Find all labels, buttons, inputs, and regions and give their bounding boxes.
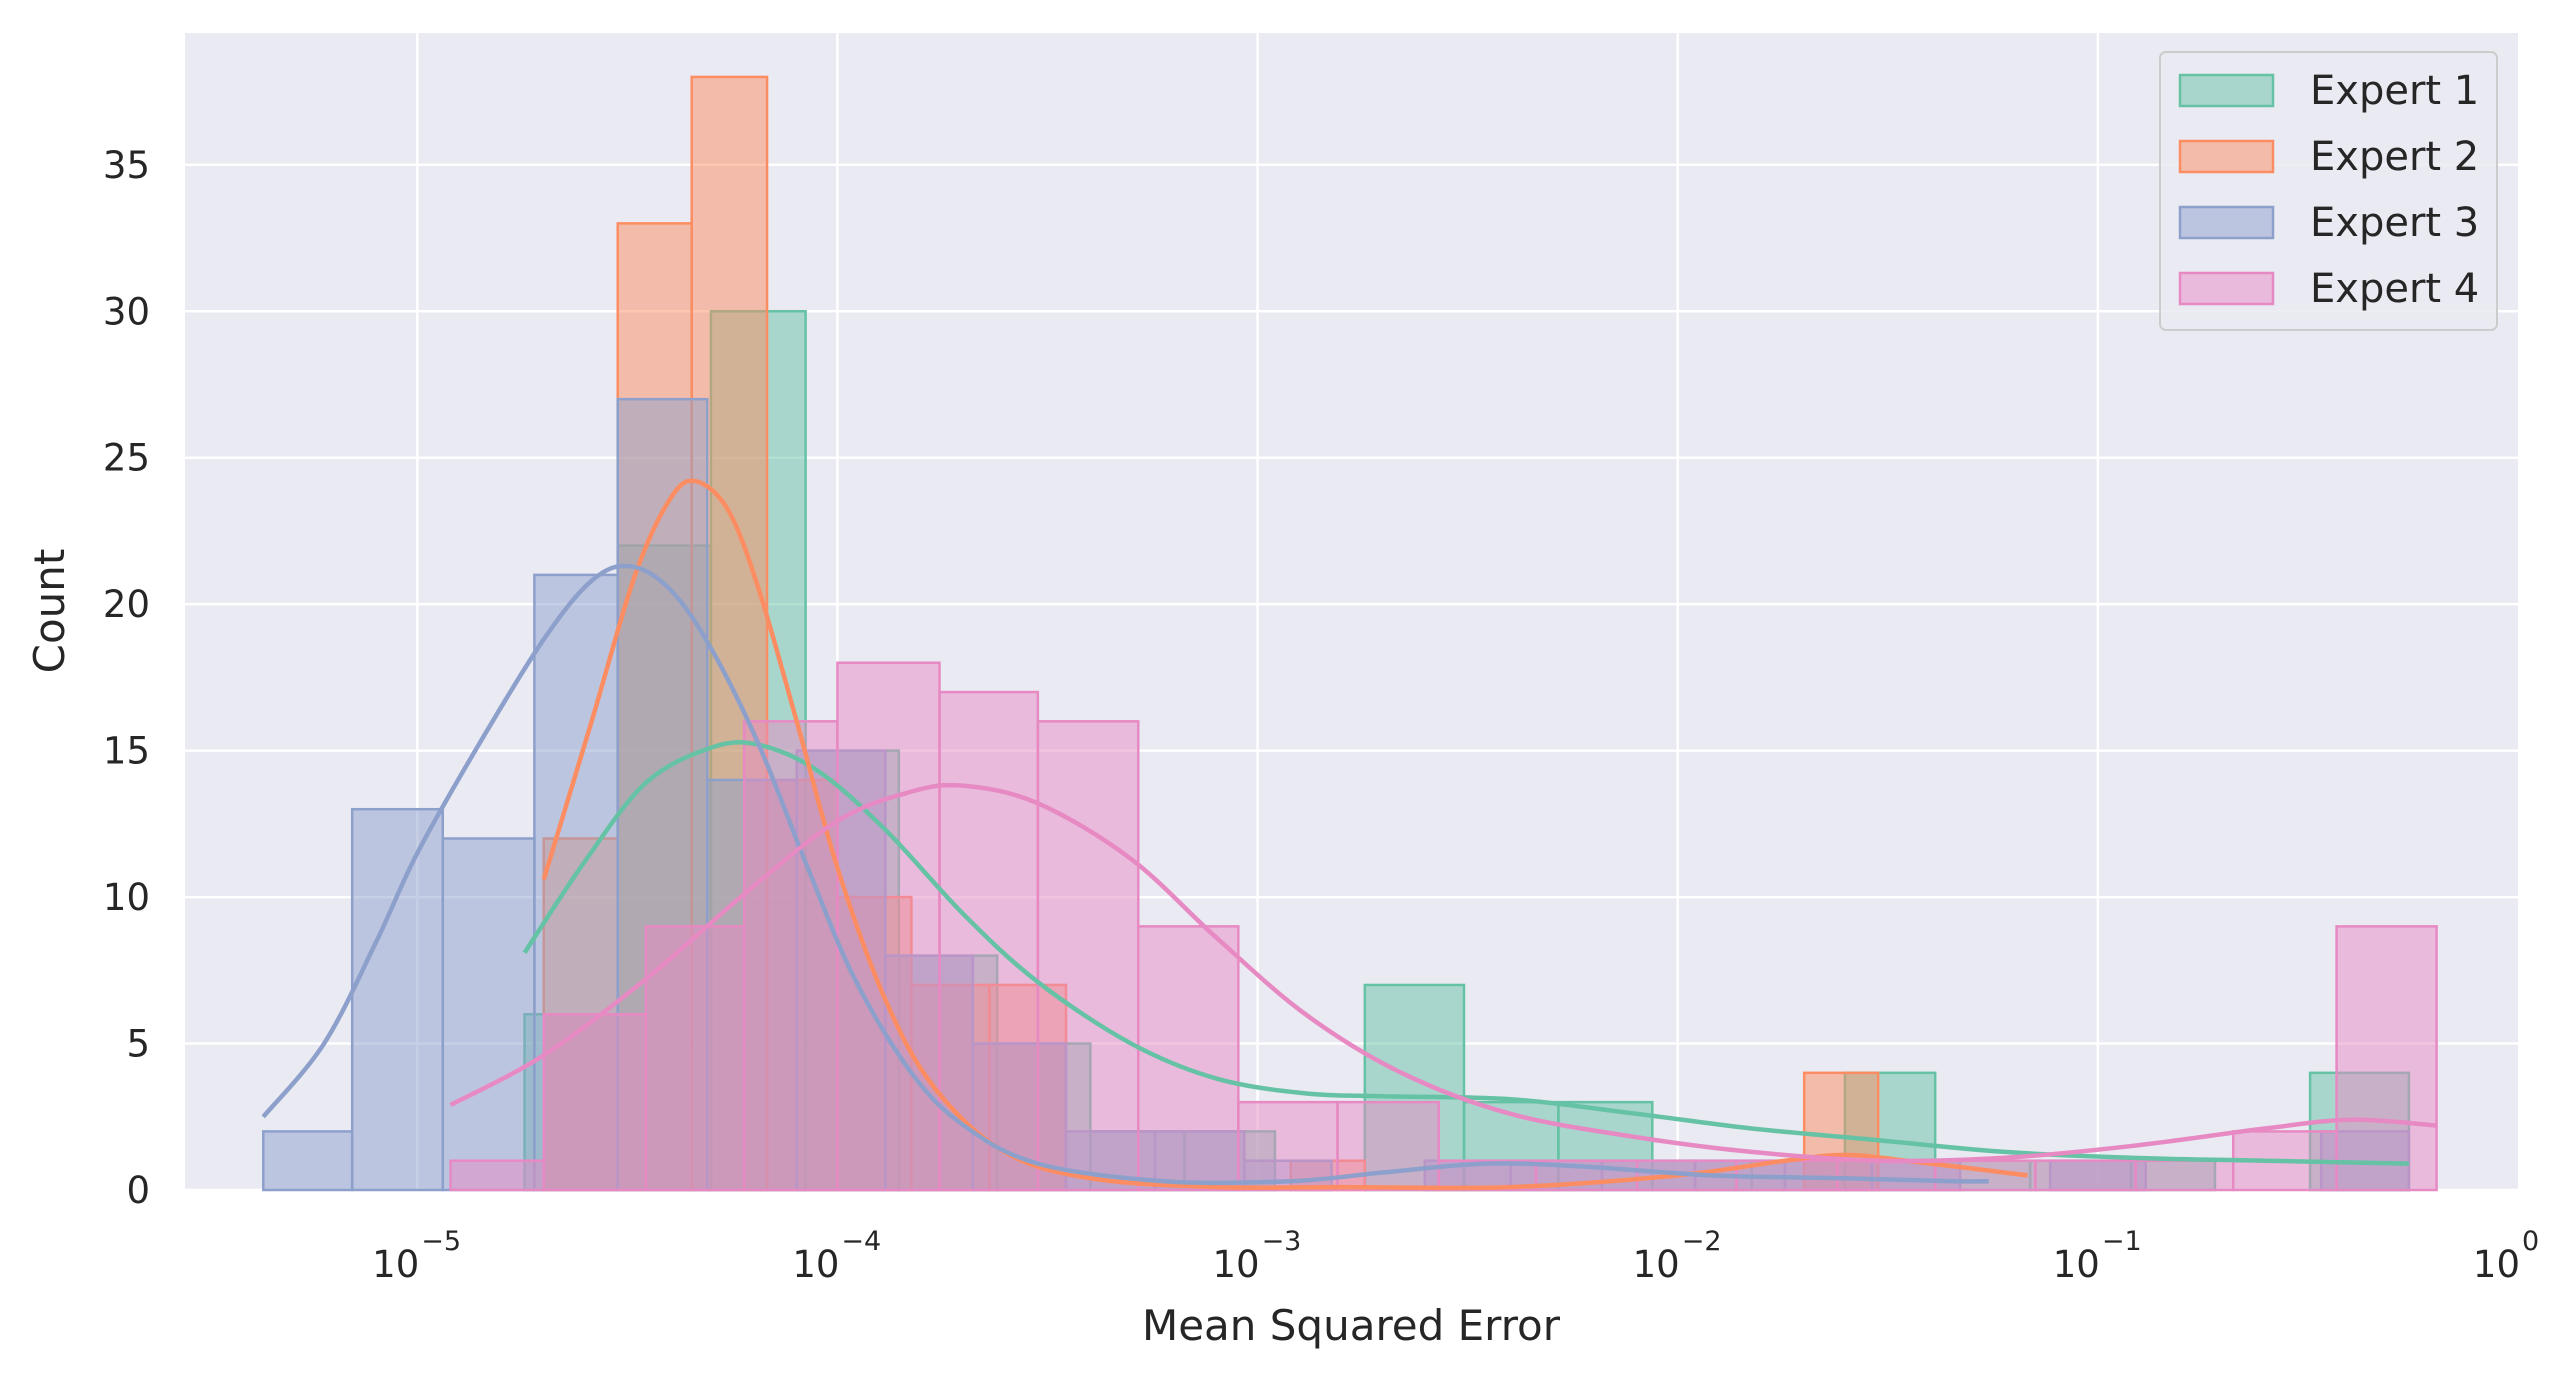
kde-line-2 bbox=[541, 478, 2028, 1191]
x-tick-exponent: −3 bbox=[1262, 1226, 1302, 1257]
histogram-bar bbox=[1136, 925, 1240, 1192]
x-tick-base: 10 bbox=[2473, 1243, 2520, 1286]
x-tick-label: 10−5 bbox=[372, 1226, 461, 1286]
x-tick-label: 10−1 bbox=[2053, 1226, 2142, 1286]
y-axis-title: Count bbox=[25, 549, 74, 674]
histogram-bar bbox=[2034, 1159, 2137, 1192]
y-tick-label: 35 bbox=[103, 144, 150, 187]
y-tick-label: 0 bbox=[126, 1169, 150, 1212]
histogram-bar bbox=[2134, 1159, 2235, 1192]
x-axis-title: Mean Squared Error bbox=[1142, 1301, 1561, 1350]
kde-line-4 bbox=[449, 782, 2437, 1164]
y-tick-label: 20 bbox=[103, 583, 150, 626]
x-tick-label: 10−2 bbox=[1633, 1226, 1722, 1286]
x-tick-label: 10−4 bbox=[792, 1226, 881, 1286]
x-tick-base: 10 bbox=[372, 1243, 419, 1286]
x-tick-exponent: 0 bbox=[2522, 1226, 2539, 1257]
kde-curves bbox=[261, 478, 2437, 1191]
y-tick-label: 25 bbox=[103, 437, 150, 480]
x-tick-base: 10 bbox=[2053, 1243, 2100, 1286]
y-tick-labels: 0 5 10 15 20 25 30 35 bbox=[103, 144, 150, 1212]
histogram-bar bbox=[1036, 720, 1140, 1192]
x-tick-exponent: −5 bbox=[421, 1226, 461, 1257]
histogram-bar bbox=[2335, 925, 2438, 1192]
legend-label: Expert 3 bbox=[2310, 200, 2479, 246]
legend-swatch bbox=[2178, 139, 2275, 174]
legend: Expert 1 Expert 2 Expert 3 Expert 4 bbox=[2159, 51, 2498, 331]
kde-line-3 bbox=[261, 563, 1989, 1186]
histogram-bar bbox=[1237, 1100, 1339, 1192]
histogram-bar bbox=[542, 1013, 648, 1192]
legend-item: Expert 2 bbox=[2178, 134, 2479, 180]
x-tick-base: 10 bbox=[1212, 1243, 1259, 1286]
histogram-bar bbox=[262, 1130, 354, 1192]
x-tick-exponent: −2 bbox=[1682, 1226, 1722, 1257]
legend-label: Expert 1 bbox=[2310, 68, 2479, 114]
x-tick-label: 100 bbox=[2473, 1226, 2539, 1286]
legend-item: Expert 4 bbox=[2178, 266, 2479, 312]
legend-item: Expert 3 bbox=[2178, 200, 2479, 246]
y-tick-label: 5 bbox=[126, 1023, 150, 1066]
histogram-bar bbox=[449, 1159, 546, 1192]
legend-label: Expert 2 bbox=[2310, 134, 2479, 180]
x-tick-label: 10−3 bbox=[1212, 1226, 1301, 1286]
x-tick-base: 10 bbox=[792, 1243, 839, 1286]
x-tick-exponent: −4 bbox=[841, 1226, 881, 1257]
histogram-bar bbox=[350, 807, 445, 1192]
legend-swatch bbox=[2178, 205, 2275, 240]
y-tick-label: 15 bbox=[103, 730, 150, 773]
x-tick-exponent: −1 bbox=[2102, 1226, 2142, 1257]
legend-item: Expert 1 bbox=[2178, 68, 2479, 114]
legend-frame bbox=[2159, 51, 2498, 331]
histogram-bar bbox=[742, 720, 839, 1192]
legend-label: Expert 4 bbox=[2310, 266, 2479, 312]
histogram-bar bbox=[1836, 1159, 1937, 1192]
histogram-bar bbox=[644, 925, 746, 1192]
histogram-bar bbox=[836, 661, 941, 1192]
x-tick-base: 10 bbox=[1633, 1243, 1680, 1286]
histogram-bar bbox=[441, 837, 536, 1192]
legend-swatch bbox=[2178, 73, 2275, 108]
y-tick-label: 10 bbox=[103, 876, 150, 919]
y-tick-label: 30 bbox=[103, 290, 150, 333]
kde-line-1 bbox=[522, 740, 2409, 1166]
legend-swatch bbox=[2178, 271, 2275, 306]
